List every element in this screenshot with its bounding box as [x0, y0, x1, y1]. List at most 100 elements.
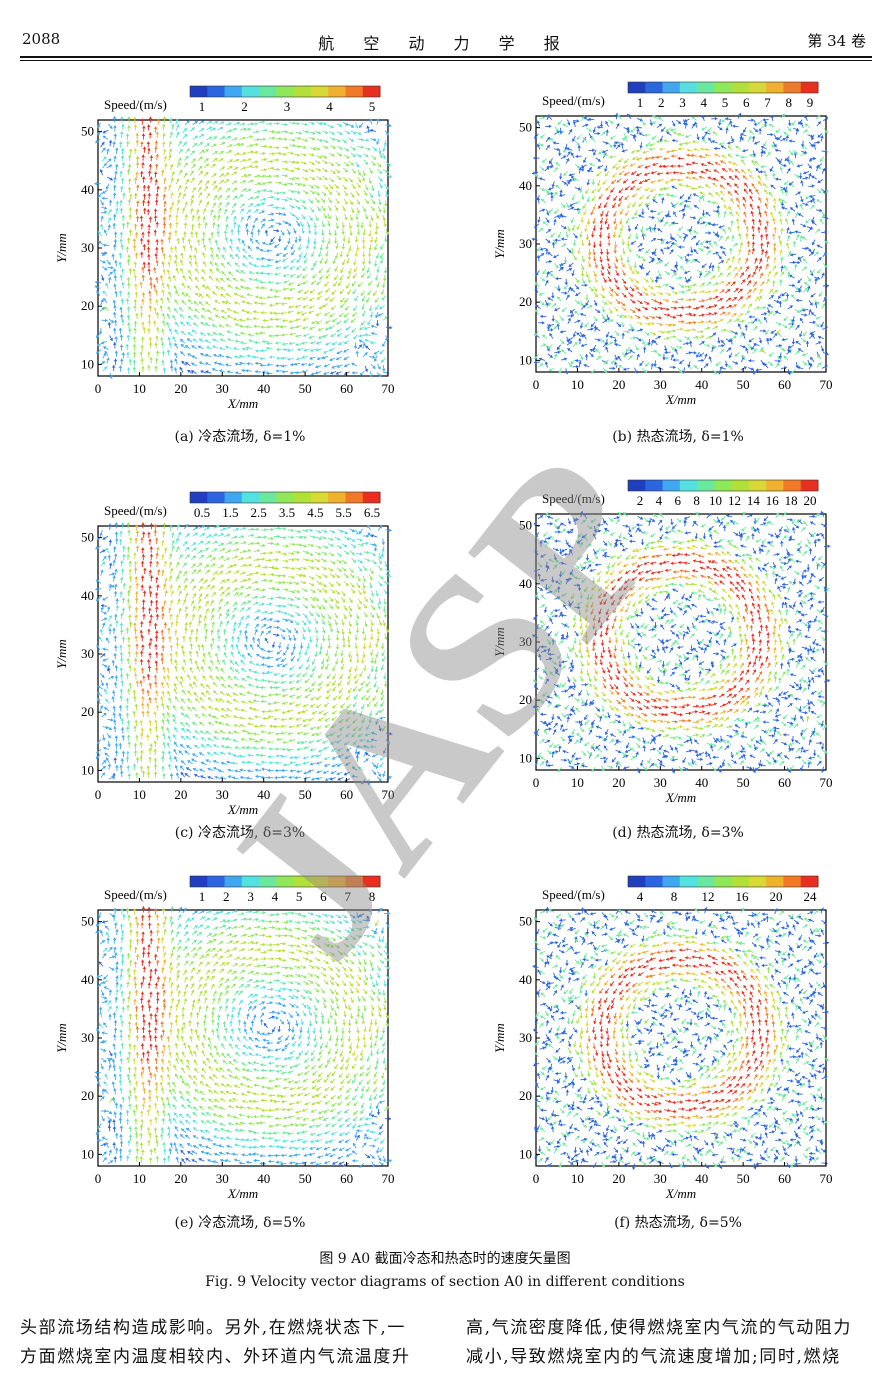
vector-arrowhead	[701, 195, 705, 199]
vector-arrowhead	[186, 322, 190, 326]
vector-arrowhead	[588, 167, 592, 171]
colorbar-segment	[345, 86, 364, 97]
vector-arrowhead	[212, 338, 216, 342]
vector-arrowhead	[113, 155, 117, 159]
vector-arrowhead	[282, 206, 286, 211]
vector-field	[531, 112, 830, 376]
vector-arrowhead	[262, 174, 266, 178]
vector-arrowhead	[671, 347, 675, 351]
vector-arrowhead	[318, 306, 323, 310]
vector-arrowhead	[269, 145, 273, 149]
vector-arrowhead	[334, 268, 338, 272]
vector-arrowhead	[659, 322, 663, 327]
vector-arrowhead	[242, 347, 245, 351]
vector-arrowhead	[126, 221, 130, 225]
vector-arrowhead	[313, 241, 317, 245]
vector-arrowhead	[707, 250, 711, 254]
vector-arrowhead	[734, 168, 739, 172]
vector-arrowhead	[349, 201, 353, 205]
vector-arrowhead	[606, 258, 610, 262]
vector-arrowhead	[127, 254, 131, 258]
vector-arrowhead	[721, 154, 725, 158]
vector-arrowhead	[593, 273, 597, 277]
vector-arrowhead	[383, 239, 388, 243]
vector-arrowhead	[566, 147, 570, 151]
vector-arrowhead	[727, 145, 731, 149]
vector-arrowhead	[650, 155, 654, 160]
vector-arrowhead	[358, 179, 362, 183]
vector-arrowhead	[311, 168, 315, 173]
x-tick-label: 60	[340, 381, 353, 396]
vector-arrowhead	[110, 265, 114, 270]
vector-arrowhead	[549, 333, 553, 337]
vector-arrowhead	[602, 181, 606, 185]
vector-arrowhead	[534, 360, 537, 365]
vector-arrowhead	[704, 147, 708, 152]
y-tick-label: 40	[81, 182, 94, 197]
vector-arrowhead	[618, 203, 622, 207]
vector-arrowhead	[705, 273, 709, 277]
vector-arrowhead	[549, 160, 553, 164]
vector-arrowhead	[719, 235, 723, 239]
vector-arrowhead	[708, 335, 712, 340]
vector-arrowhead	[317, 130, 321, 135]
vector-arrowhead	[372, 365, 376, 369]
vector-arrowhead	[666, 307, 670, 311]
vector-arrowhead	[569, 129, 573, 133]
vector-arrowhead	[607, 265, 611, 270]
vector-arrowhead	[614, 342, 618, 347]
vector-arrowhead	[315, 348, 319, 352]
vector-arrowhead	[112, 327, 117, 331]
vector-arrowhead	[331, 306, 335, 310]
vector-arrowhead	[542, 208, 546, 212]
vector-arrowhead	[601, 295, 605, 299]
vector-arrowhead	[134, 252, 139, 256]
vector-arrowhead	[618, 171, 623, 175]
vector-arrowhead	[591, 182, 596, 185]
vector-arrowhead	[601, 287, 605, 292]
vector-arrowhead	[665, 356, 669, 361]
vector-arrowhead	[262, 318, 266, 323]
vector-arrowhead	[154, 253, 158, 256]
vector-arrowhead	[113, 239, 118, 242]
vector-arrowhead	[553, 141, 556, 145]
vector-arrowhead	[652, 238, 657, 242]
vector-arrowhead	[575, 154, 579, 159]
vector-arrowhead	[621, 324, 625, 328]
vector-arrowhead	[597, 356, 602, 360]
vector-arrowhead	[730, 198, 734, 202]
vector-arrowhead	[649, 122, 653, 126]
vector-arrowhead	[189, 245, 193, 248]
vector-arrowhead	[670, 194, 674, 198]
vector-arrowhead	[318, 335, 322, 339]
vector-arrowhead	[699, 191, 703, 195]
vector-arrowhead	[639, 243, 643, 247]
vector-arrowhead	[148, 164, 153, 167]
vector-arrowhead	[254, 217, 258, 221]
vector-arrowhead	[243, 174, 247, 178]
vector-arrowhead	[101, 252, 105, 256]
vector-arrowhead	[375, 226, 379, 230]
vector-arrowhead	[210, 253, 214, 258]
vector-arrowhead	[609, 341, 613, 345]
vector-arrowhead	[200, 370, 204, 374]
vector-arrowhead	[590, 212, 594, 216]
vector-arrowhead	[255, 246, 260, 250]
vector-arrowhead	[291, 189, 295, 194]
vector-arrowhead	[184, 186, 188, 190]
vector-arrowhead	[248, 339, 252, 343]
vector-arrowhead	[206, 143, 210, 147]
vector-arrowhead	[214, 185, 218, 189]
vector-arrowhead	[147, 254, 151, 257]
vector-arrowhead	[221, 262, 225, 267]
vector-arrowhead	[249, 203, 254, 207]
vector-arrowhead	[349, 179, 353, 183]
vector-arrowhead	[748, 345, 752, 350]
vector-arrowhead	[362, 172, 366, 177]
vector-arrowhead	[708, 222, 712, 226]
vector-arrowhead	[222, 136, 226, 140]
vector-arrowhead	[133, 148, 138, 151]
vector-arrowhead	[255, 142, 259, 147]
vector-arrowhead	[329, 298, 334, 302]
vector-arrowhead	[304, 177, 309, 181]
